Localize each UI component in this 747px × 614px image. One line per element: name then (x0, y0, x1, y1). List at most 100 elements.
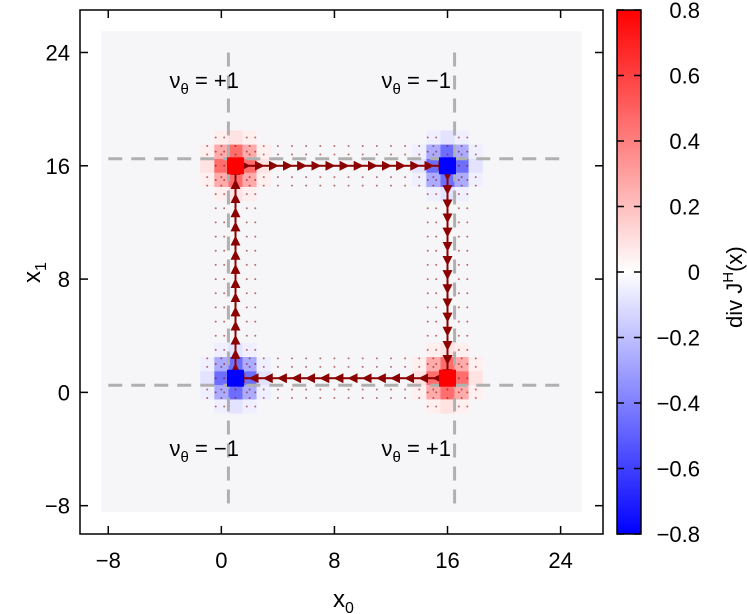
field-dot (319, 144, 322, 147)
field-dot (291, 357, 294, 360)
field-dot (347, 365, 350, 368)
heatmap-cell (440, 399, 455, 414)
heatmap-cell (426, 356, 441, 372)
field-dot (245, 391, 248, 394)
field-dot (426, 405, 429, 408)
field-dot (220, 144, 223, 147)
field-dot (426, 136, 429, 139)
heatmap-cell (454, 130, 469, 145)
field-dot (435, 320, 438, 323)
field-dot (262, 153, 265, 156)
field-dot (223, 263, 226, 266)
field-dot (319, 365, 322, 368)
heatmap-cell (440, 144, 455, 159)
field-dot (466, 377, 469, 380)
field-dot (220, 365, 223, 368)
field-dot (460, 365, 463, 368)
field-dot (375, 365, 378, 368)
field-dot (474, 365, 477, 368)
heatmap-cell (200, 371, 215, 386)
heatmap-cell (454, 187, 469, 202)
field-dot (220, 388, 223, 391)
field-dot (206, 176, 209, 179)
heatmap-cell (256, 172, 271, 188)
field-dot (206, 365, 209, 368)
field-dot (457, 178, 460, 181)
field-dot (305, 365, 308, 368)
field-dot (254, 363, 257, 366)
colorbar-tick-label: −0.2 (657, 326, 700, 351)
field-dot (426, 363, 429, 366)
colorbar-tick-label: −0.4 (657, 391, 700, 416)
field-dot (432, 388, 435, 391)
field-dot (206, 357, 209, 360)
field-dot (223, 405, 226, 408)
field-dot (457, 207, 460, 210)
field-dot (262, 144, 265, 147)
field-dot (389, 153, 392, 156)
field-dot (426, 150, 429, 153)
field-dot (435, 292, 438, 295)
heatmap-cell (200, 172, 215, 188)
field-dot (361, 153, 364, 156)
field-dot (361, 176, 364, 179)
field-dot (276, 144, 279, 147)
heatmap-cell (426, 187, 441, 202)
field-dot (234, 144, 237, 147)
field-dot (466, 136, 469, 139)
heatmap-cell (214, 172, 229, 188)
vortex-core (439, 369, 456, 387)
field-dot (276, 184, 279, 187)
field-dot (234, 388, 237, 391)
field-dot (248, 144, 251, 147)
vortex-label: νθ = +1 (382, 436, 452, 466)
field-dot (254, 178, 257, 181)
vortex-label: νθ = +1 (169, 68, 239, 98)
field-dot (361, 365, 364, 368)
field-dot (245, 221, 248, 224)
field-dot (418, 176, 421, 179)
field-dot (389, 365, 392, 368)
heatmap-cell (412, 385, 427, 400)
heatmap-cell (242, 342, 257, 357)
field-dot (466, 150, 469, 153)
field-dot (245, 405, 248, 408)
field-dot (333, 144, 336, 147)
field-dot (223, 235, 226, 238)
field-dot (435, 278, 438, 281)
field-dot (389, 176, 392, 179)
field-dot (435, 235, 438, 238)
field-dot (262, 176, 265, 179)
field-dot (214, 391, 217, 394)
field-dot (223, 249, 226, 252)
field-dot (347, 397, 350, 400)
field-dot (457, 150, 460, 153)
field-dot (245, 306, 248, 309)
field-dot (254, 207, 257, 210)
field-dot (457, 348, 460, 351)
field-dot (347, 357, 350, 360)
field-dot (305, 153, 308, 156)
field-dot (206, 397, 209, 400)
y-axis-label: x1 (19, 262, 50, 283)
colorbar-tick-label: −0.8 (657, 522, 700, 547)
field-dot (319, 184, 322, 187)
plot-frame (79, 9, 604, 535)
heatmap-cell (242, 356, 257, 372)
field-dot (426, 193, 429, 196)
field-dot (234, 153, 237, 156)
field-dot (361, 184, 364, 187)
field-dot (248, 176, 251, 179)
heatmap-cell (214, 399, 229, 414)
field-dot (214, 263, 217, 266)
heatmap-cell (256, 144, 271, 159)
field-dot (375, 397, 378, 400)
x-tick-label: 24 (548, 548, 572, 573)
field-dot (361, 397, 364, 400)
heatmap-cell (468, 356, 483, 372)
field-dot (460, 397, 463, 400)
heatmap-cell (214, 144, 229, 159)
field-dot (319, 357, 322, 360)
field-dot (426, 207, 429, 210)
